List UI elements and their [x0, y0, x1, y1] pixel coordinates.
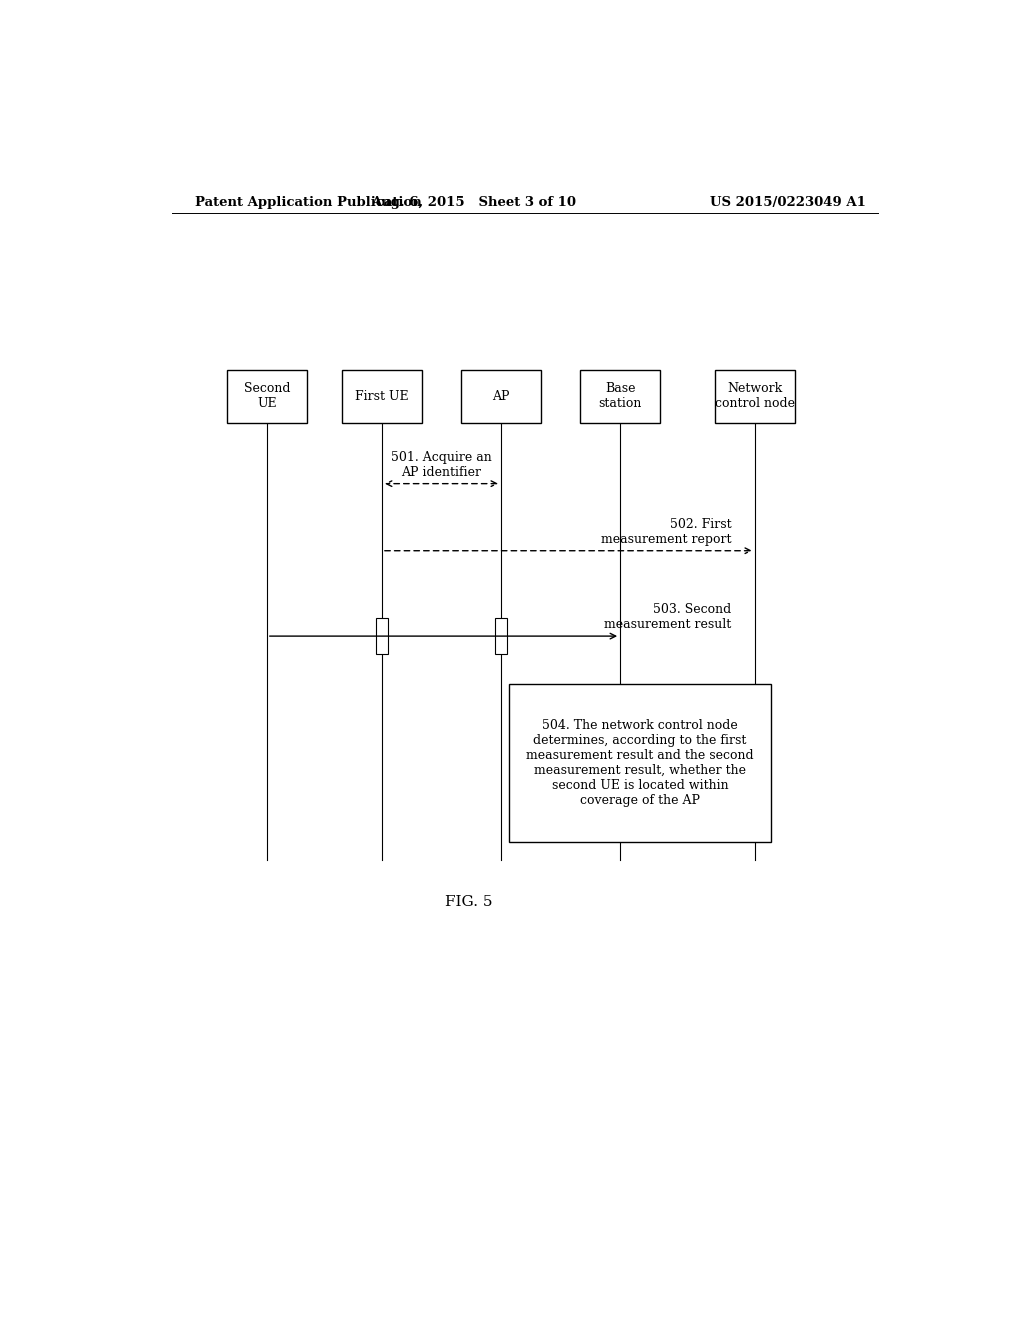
Bar — [377, 618, 387, 655]
Bar — [342, 370, 422, 422]
Text: Base
station: Base station — [598, 383, 642, 411]
Text: Network
control node: Network control node — [715, 383, 795, 411]
Bar — [715, 370, 795, 422]
Text: FIG. 5: FIG. 5 — [445, 895, 493, 909]
Text: Aug. 6, 2015   Sheet 3 of 10: Aug. 6, 2015 Sheet 3 of 10 — [371, 195, 575, 209]
Text: 503. Second
measurement result: 503. Second measurement result — [604, 603, 731, 631]
Bar — [496, 618, 507, 655]
Text: First UE: First UE — [355, 389, 409, 403]
Bar — [461, 370, 541, 422]
Bar — [581, 370, 659, 422]
Text: AP: AP — [493, 389, 510, 403]
Text: Second
UE: Second UE — [244, 383, 290, 411]
Text: 501. Acquire an
AP identifier: 501. Acquire an AP identifier — [391, 450, 492, 479]
Bar — [227, 370, 306, 422]
Text: 502. First
measurement report: 502. First measurement report — [601, 517, 731, 545]
Bar — [509, 684, 771, 842]
Text: 504. The network control node
determines, according to the first
measurement res: 504. The network control node determines… — [526, 719, 754, 807]
Text: Patent Application Publication: Patent Application Publication — [196, 195, 422, 209]
Text: US 2015/0223049 A1: US 2015/0223049 A1 — [711, 195, 866, 209]
